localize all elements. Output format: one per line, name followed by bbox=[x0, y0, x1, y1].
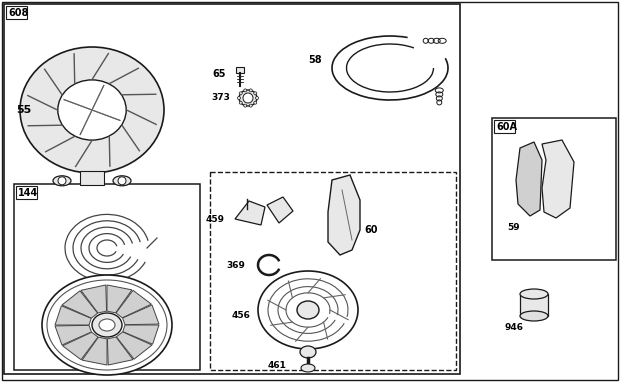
Text: 459: 459 bbox=[206, 215, 225, 223]
Bar bbox=[236, 67, 244, 73]
Polygon shape bbox=[82, 337, 107, 365]
Polygon shape bbox=[542, 140, 574, 218]
Polygon shape bbox=[107, 337, 133, 365]
Text: 59: 59 bbox=[508, 223, 520, 233]
Ellipse shape bbox=[301, 364, 315, 372]
Ellipse shape bbox=[20, 47, 164, 173]
Polygon shape bbox=[107, 285, 132, 313]
Bar bbox=[210, 172, 456, 370]
Text: 55: 55 bbox=[16, 105, 32, 115]
Circle shape bbox=[249, 104, 252, 107]
Polygon shape bbox=[117, 332, 152, 359]
Ellipse shape bbox=[520, 289, 548, 299]
Text: 461: 461 bbox=[267, 361, 286, 371]
Bar bbox=[492, 118, 616, 260]
Polygon shape bbox=[55, 306, 91, 325]
Circle shape bbox=[244, 89, 247, 92]
Text: eReplacementParts.com: eReplacementParts.com bbox=[219, 204, 401, 217]
Bar bbox=[16, 186, 37, 199]
Circle shape bbox=[244, 104, 247, 107]
Polygon shape bbox=[116, 290, 151, 318]
Ellipse shape bbox=[239, 90, 257, 106]
Text: 65: 65 bbox=[213, 69, 226, 79]
Ellipse shape bbox=[92, 313, 122, 337]
Text: 144: 144 bbox=[18, 188, 38, 198]
Text: 60: 60 bbox=[364, 225, 378, 235]
Ellipse shape bbox=[300, 346, 316, 358]
Ellipse shape bbox=[297, 301, 319, 319]
Polygon shape bbox=[123, 305, 159, 325]
Text: 58: 58 bbox=[308, 55, 322, 65]
Circle shape bbox=[254, 101, 257, 104]
Circle shape bbox=[58, 177, 66, 185]
Ellipse shape bbox=[520, 311, 548, 321]
Text: 60A: 60A bbox=[496, 122, 517, 132]
Polygon shape bbox=[267, 197, 293, 223]
Ellipse shape bbox=[53, 176, 71, 186]
Bar bbox=[14, 184, 200, 370]
Circle shape bbox=[255, 97, 259, 99]
Text: 373: 373 bbox=[211, 94, 230, 102]
Text: 456: 456 bbox=[231, 311, 250, 320]
Ellipse shape bbox=[99, 319, 115, 331]
Ellipse shape bbox=[58, 80, 126, 140]
Bar bbox=[80, 171, 104, 185]
Ellipse shape bbox=[258, 271, 358, 349]
Polygon shape bbox=[328, 175, 360, 255]
Bar bbox=[6, 6, 27, 19]
Bar bbox=[520, 294, 548, 316]
Circle shape bbox=[254, 92, 257, 95]
Circle shape bbox=[239, 92, 242, 95]
Ellipse shape bbox=[42, 275, 172, 375]
Circle shape bbox=[249, 89, 252, 92]
Polygon shape bbox=[516, 142, 542, 216]
Text: 946: 946 bbox=[505, 324, 523, 332]
Text: 369: 369 bbox=[226, 261, 245, 269]
Bar bbox=[494, 120, 515, 133]
Text: 608: 608 bbox=[8, 8, 29, 18]
Bar bbox=[4, 4, 460, 374]
Polygon shape bbox=[81, 285, 107, 313]
Polygon shape bbox=[123, 325, 159, 344]
Ellipse shape bbox=[113, 176, 131, 186]
Circle shape bbox=[239, 101, 242, 104]
Circle shape bbox=[237, 97, 241, 99]
Polygon shape bbox=[62, 291, 97, 318]
Polygon shape bbox=[63, 332, 98, 360]
Circle shape bbox=[118, 177, 126, 185]
Polygon shape bbox=[235, 201, 265, 225]
Polygon shape bbox=[55, 325, 91, 345]
Circle shape bbox=[243, 93, 253, 103]
